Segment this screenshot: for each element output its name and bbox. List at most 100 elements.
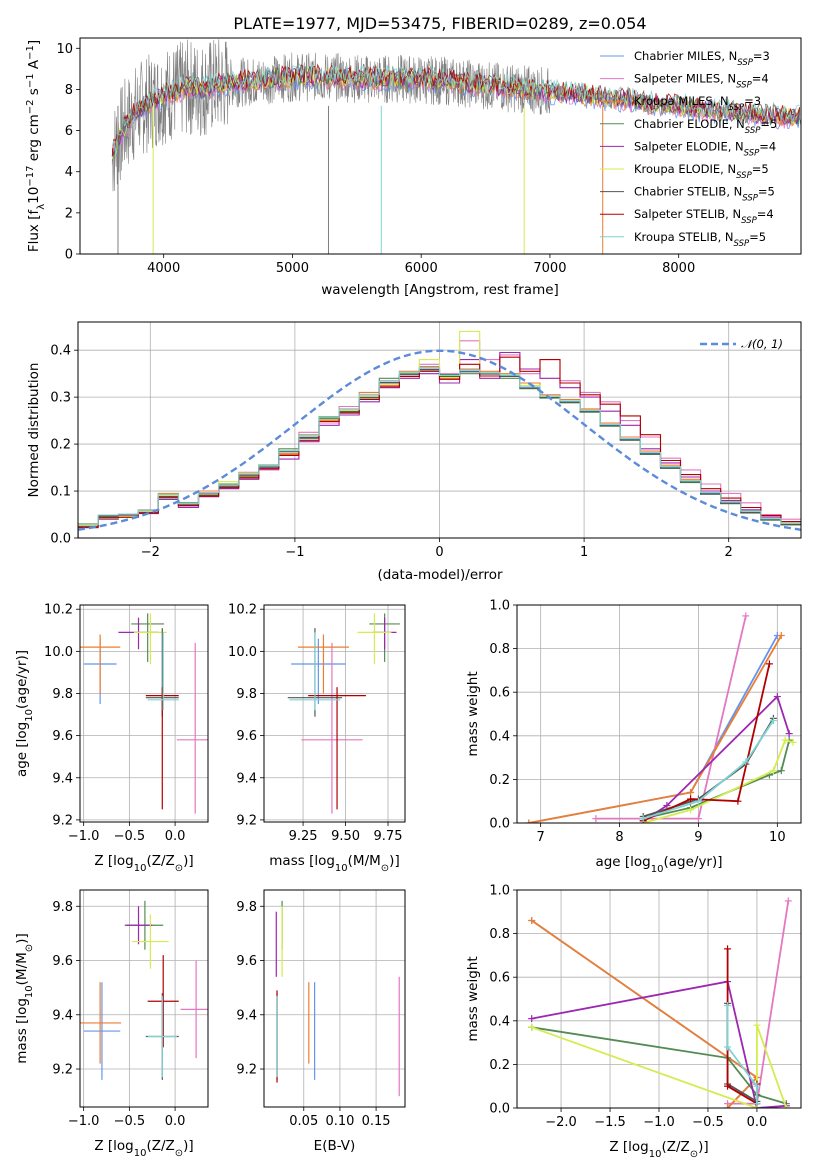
- series-line: [531, 1026, 787, 1105]
- legend-label: Chabrier ELODIE, NSSP=5: [634, 117, 777, 136]
- label-part: (M/M: [14, 952, 30, 985]
- x-tick-label: −1.0: [68, 829, 100, 844]
- axes-frame: [516, 604, 802, 824]
- x-tick-label: −0.5: [114, 829, 146, 844]
- x-tick-label: 7000: [533, 261, 566, 276]
- label-part: Z [log: [609, 1139, 648, 1155]
- label-part: (Z/Z: [146, 1138, 174, 1154]
- label-part: (age/yr)]: [14, 650, 30, 709]
- plot-area: [275, 900, 400, 1097]
- error-bar: [291, 638, 346, 705]
- error-bar: [372, 617, 397, 650]
- label-part: erg cm: [26, 114, 42, 165]
- legend-entry: Kroupa STELIB, NSSP=5: [600, 230, 766, 249]
- x-tick-label: 0.15: [362, 1114, 391, 1129]
- x-tick-label: −2: [141, 545, 160, 560]
- error-bar: [308, 687, 366, 810]
- error-bar: [80, 982, 122, 1064]
- data-point: [724, 1043, 732, 1051]
- y-tick-label: 9.4: [236, 1008, 257, 1023]
- plot-area: [78, 330, 801, 538]
- x-axis-label: wavelength [Angstrom, rest frame]: [321, 282, 559, 298]
- x-tick-label: 7: [537, 830, 545, 845]
- y-tick-label: 0.6: [489, 686, 510, 701]
- x-tick-label: 9.25: [289, 829, 318, 844]
- data-point: [782, 1104, 790, 1108]
- y-tick-label: 0.2: [489, 773, 510, 788]
- label-subscript: SSP: [744, 148, 760, 158]
- y-tick-label: 0.6: [489, 971, 510, 986]
- x-tick-label: 9: [694, 830, 702, 845]
- label-part: 10: [26, 187, 42, 204]
- label-superscript: −1: [25, 73, 36, 88]
- label-part: (age/yr)]: [663, 854, 722, 870]
- legend-label: Salpeter ELODIE, NSSP=4: [634, 139, 776, 158]
- label-subscript: ⊙: [690, 1149, 698, 1160]
- x-tick-label: −0.5: [114, 1114, 146, 1129]
- panel-residuals: −2 −1 0 1 2 0.0 0.1 0.2 0.3 0.4 𝒩(0, 1) (data-model…: [26, 321, 802, 583]
- label-subscript: SSP: [737, 58, 753, 68]
- label-subscript: SSP: [734, 239, 750, 249]
- data-point: [742, 758, 750, 766]
- y-tick-label: 0.4: [50, 344, 71, 359]
- y-tick-label: 1.0: [489, 884, 510, 899]
- y-axis-label: mass weight: [465, 956, 481, 1041]
- x-tick-label: 6000: [405, 261, 438, 276]
- error-bar: [176, 642, 208, 814]
- x-tick-label: −0.5: [692, 1115, 724, 1130]
- plot-area: [525, 612, 797, 823]
- x-tick-label: 8000: [662, 261, 695, 276]
- label-subscript: SSP: [729, 103, 745, 113]
- panel-sfh-z: −2.0 −1.5 −1.0 −0.5 0.0 0.0 0.2 0.4 0.6 0.8 1.0 Z […: [465, 884, 802, 1160]
- x-axis-label: Z [log10(Z/Z⊙)]: [94, 853, 193, 874]
- data-point: [724, 1082, 732, 1090]
- legend-label: Chabrier MILES, NSSP=3: [634, 49, 770, 68]
- y-tick-label: 1.0: [489, 599, 510, 614]
- label-part: Kroupa ELODIE, N: [634, 162, 736, 176]
- data-point: [528, 917, 536, 925]
- label-subscript: SSP: [741, 216, 757, 226]
- data-point: [785, 730, 793, 738]
- data-point: [753, 1082, 761, 1090]
- error-bar: [83, 982, 121, 1080]
- data-point: [781, 736, 789, 744]
- label-part: )]: [698, 1139, 709, 1155]
- series-line: [642, 720, 775, 820]
- y-axis-label: mass weight: [465, 671, 481, 756]
- data-point: [777, 767, 785, 775]
- x-tick-label: 0.0: [165, 1114, 186, 1129]
- data-point: [724, 1002, 732, 1010]
- label-part: )]: [183, 1138, 194, 1154]
- data-point: [753, 1100, 761, 1108]
- label-part: mass [log: [14, 998, 30, 1064]
- data-point: [639, 815, 647, 823]
- label-subscript: SSP: [736, 171, 752, 181]
- label-part: =5: [760, 117, 777, 131]
- y-tick-label: 0.8: [489, 642, 510, 657]
- label-part: A: [26, 59, 42, 73]
- series-line: [531, 919, 759, 1108]
- label-part: (M/M: [348, 853, 381, 869]
- label-subscript: λ: [36, 204, 47, 210]
- y-tick-label: 0.1: [50, 485, 71, 500]
- y-tick-label: 0.2: [50, 438, 71, 453]
- y-tick-label: 0.0: [50, 532, 71, 547]
- label-subscript: SSP: [736, 81, 752, 91]
- label-part: =4: [752, 72, 769, 86]
- error-bar: [118, 617, 159, 650]
- y-tick-label: 9.8: [52, 900, 73, 915]
- plot-area: [80, 900, 208, 1080]
- legend-label: 𝒩(0, 1): [741, 337, 783, 351]
- label-part: =5: [758, 185, 775, 199]
- label-part: mass [log: [269, 853, 335, 869]
- y-tick-label: 9.2: [52, 1063, 73, 1078]
- label-subscript: SSP: [742, 194, 758, 204]
- data-point: [528, 1023, 536, 1031]
- y-tick-label: 4: [65, 165, 73, 180]
- label-part: Z [log: [94, 1138, 133, 1154]
- y-axis-label: Normed distribution: [26, 363, 42, 498]
- data-point: [694, 815, 702, 823]
- x-tick-label: 9.75: [374, 829, 403, 844]
- x-tick-label: 0.0: [165, 829, 186, 844]
